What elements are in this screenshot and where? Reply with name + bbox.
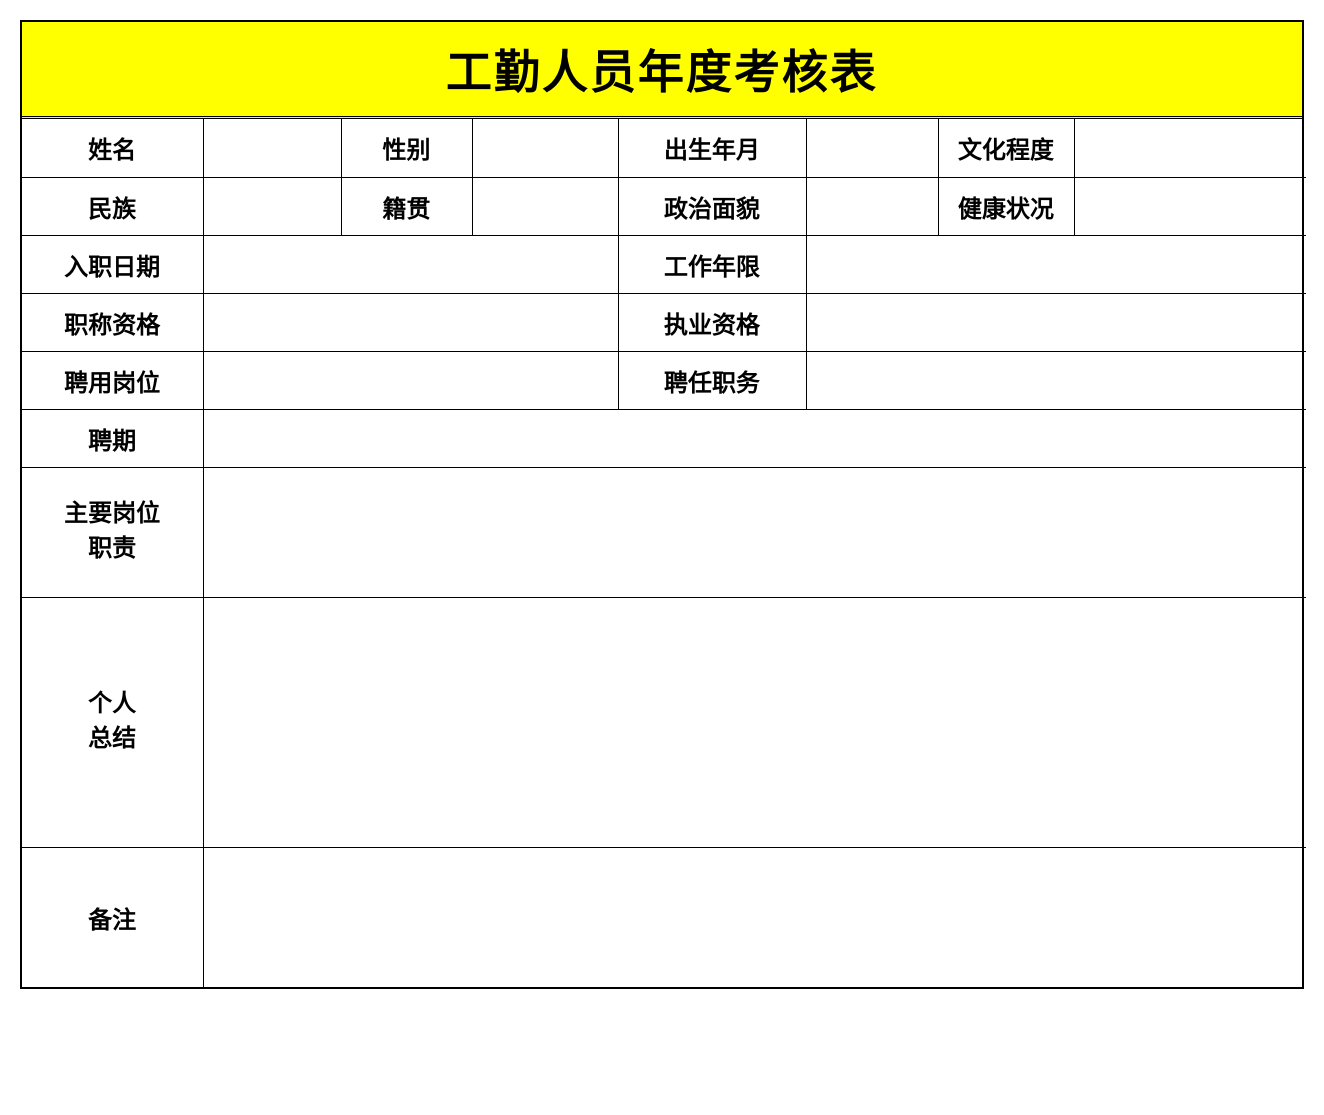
row-main-duties: 主要岗位 职责 (22, 467, 1306, 597)
value-summary (203, 597, 1306, 847)
label-name: 姓名 (22, 119, 203, 177)
label-appointed-duty: 聘任职务 (618, 351, 806, 409)
value-remarks (203, 847, 1306, 987)
label-health: 健康状况 (938, 177, 1074, 235)
value-name (203, 119, 341, 177)
label-gender: 性别 (341, 119, 472, 177)
value-ethnicity (203, 177, 341, 235)
value-title-qualification (203, 293, 618, 351)
label-ethnicity: 民族 (22, 177, 203, 235)
value-appointed-duty (806, 351, 1306, 409)
row-hire: 入职日期 工作年限 (22, 235, 1306, 293)
form-title: 工勤人员年度考核表 (446, 46, 878, 98)
value-political (806, 177, 938, 235)
label-political: 政治面貌 (618, 177, 806, 235)
form-table: 姓名 性别 出生年月 文化程度 民族 籍贯 政治面貌 健康状况 入职日期 工作年… (22, 119, 1306, 987)
value-practice-qualification (806, 293, 1306, 351)
value-main-duties (203, 467, 1306, 597)
row-term: 聘期 (22, 409, 1306, 467)
value-gender (472, 119, 618, 177)
label-origin: 籍贯 (341, 177, 472, 235)
label-hire-date: 入职日期 (22, 235, 203, 293)
row-position: 聘用岗位 聘任职务 (22, 351, 1306, 409)
label-title-qualification: 职称资格 (22, 293, 203, 351)
label-birth: 出生年月 (618, 119, 806, 177)
value-term (203, 409, 1306, 467)
label-remarks: 备注 (22, 847, 203, 987)
title-bar: 工勤人员年度考核表 (22, 22, 1302, 119)
label-practice-qualification: 执业资格 (618, 293, 806, 351)
value-origin (472, 177, 618, 235)
value-hire-date (203, 235, 618, 293)
label-position: 聘用岗位 (22, 351, 203, 409)
label-term: 聘期 (22, 409, 203, 467)
label-education: 文化程度 (938, 119, 1074, 177)
value-birth (806, 119, 938, 177)
assessment-form: 工勤人员年度考核表 姓名 性别 出生年月 文化程度 民族 (20, 20, 1304, 989)
label-work-years: 工作年限 (618, 235, 806, 293)
value-work-years (806, 235, 1306, 293)
value-education (1074, 119, 1306, 177)
label-main-duties-line2: 职责 (88, 535, 136, 562)
row-basic-2: 民族 籍贯 政治面貌 健康状况 (22, 177, 1306, 235)
label-summary-line2: 总结 (88, 725, 136, 752)
label-main-duties: 主要岗位 职责 (22, 467, 203, 597)
row-summary: 个人 总结 (22, 597, 1306, 847)
label-summary: 个人 总结 (22, 597, 203, 847)
label-main-duties-line1: 主要岗位 (64, 500, 160, 527)
value-position (203, 351, 618, 409)
label-summary-line1: 个人 (88, 690, 136, 717)
row-qualification: 职称资格 执业资格 (22, 293, 1306, 351)
value-health (1074, 177, 1306, 235)
row-basic-1: 姓名 性别 出生年月 文化程度 (22, 119, 1306, 177)
row-remarks: 备注 (22, 847, 1306, 987)
